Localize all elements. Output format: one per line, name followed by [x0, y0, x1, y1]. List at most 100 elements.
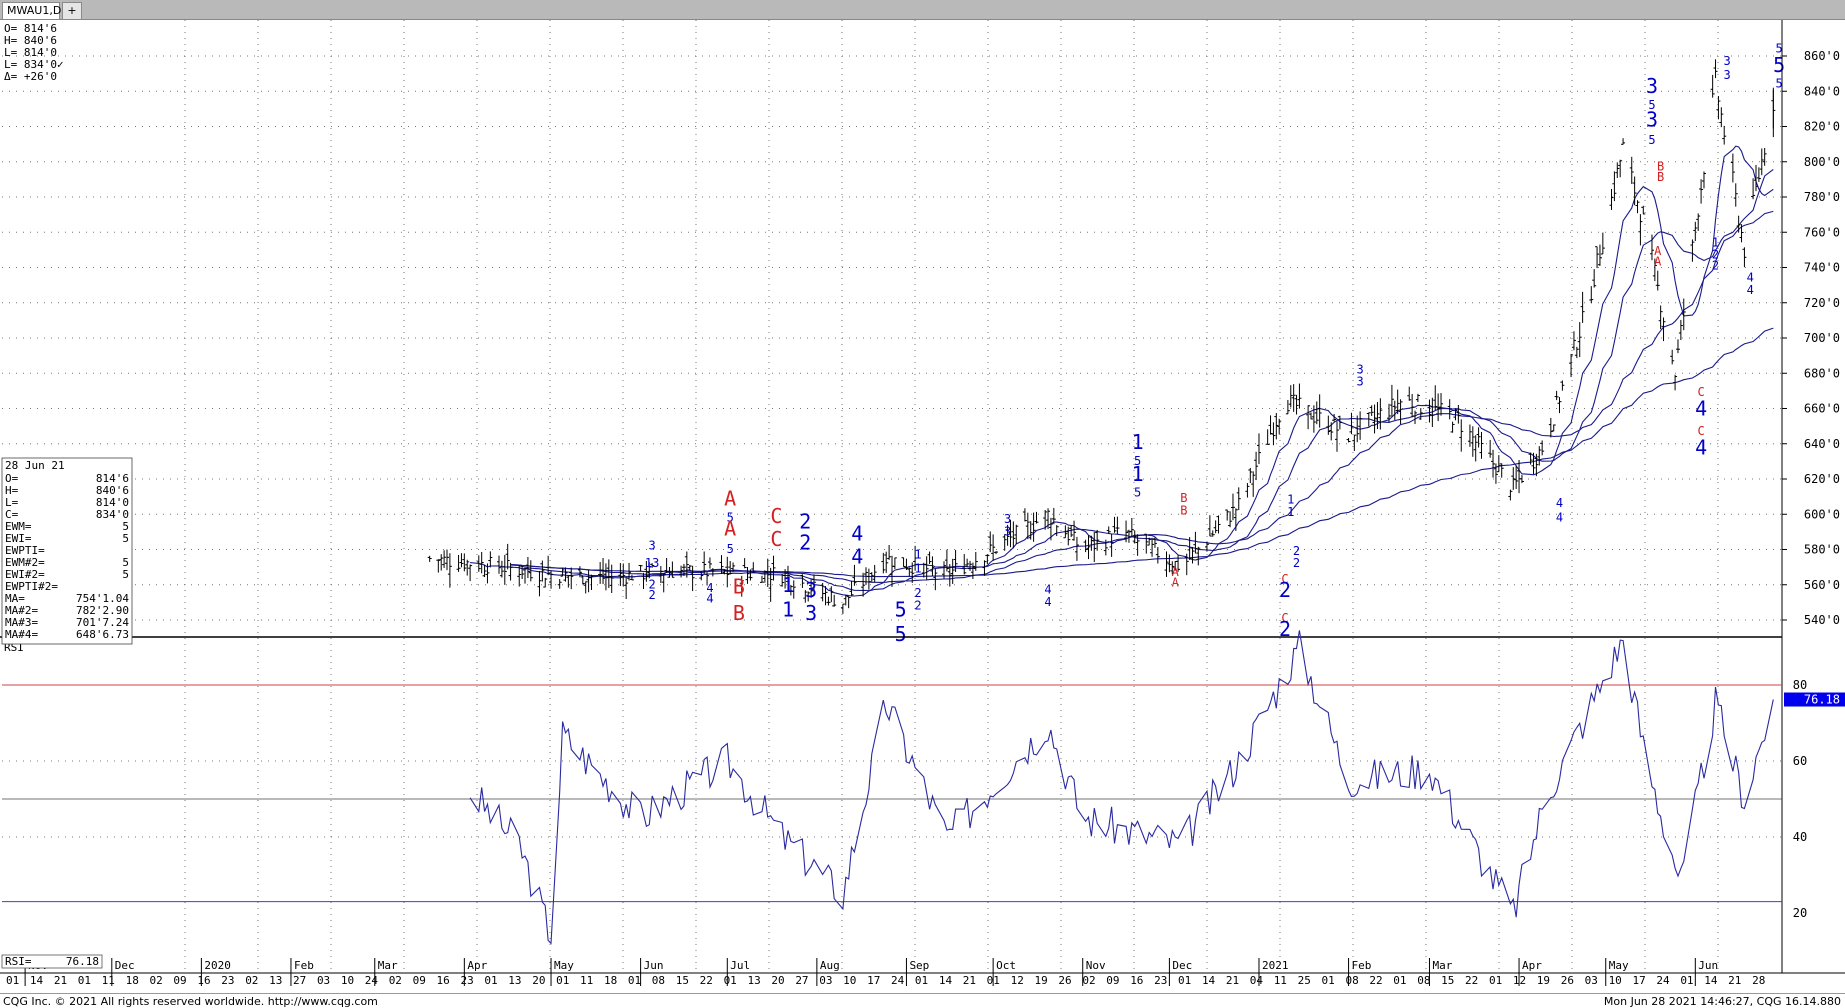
day-label: 02: [389, 974, 402, 987]
info-box-value: 834'0: [96, 508, 129, 521]
day-label: 09: [1106, 974, 1119, 987]
add-tab-button[interactable]: +: [62, 2, 82, 19]
day-label: 01: [987, 974, 1000, 987]
month-label: May: [554, 959, 574, 972]
wave-label: 3: [805, 578, 817, 602]
price-tick-label: 820'0: [1804, 120, 1840, 134]
day-label: 23: [1154, 974, 1167, 987]
info-box-label: EWM=: [5, 520, 32, 533]
info-box-value: 754'1.04: [76, 592, 129, 605]
wave-label: B: [1657, 160, 1664, 174]
wave-label: 3: [1004, 512, 1011, 526]
day-label: 09: [173, 974, 186, 987]
day-label: 01: [628, 974, 641, 987]
wave-label: 3: [1723, 54, 1730, 68]
day-label: 21: [963, 974, 976, 987]
day-label: 24: [1656, 974, 1670, 987]
day-label: 16: [1130, 974, 1143, 987]
wave-label: 4: [1747, 283, 1754, 297]
info-box-label: MA#2=: [5, 604, 38, 617]
day-label: 08: [652, 974, 665, 987]
ohlc-header-line: L= 814'0: [4, 46, 57, 59]
month-label: May: [1609, 959, 1629, 972]
month-label: Jun: [1698, 959, 1718, 972]
month-label: Dec: [1172, 959, 1192, 972]
price-tick-label: 860'0: [1804, 49, 1840, 63]
day-label: 11: [580, 974, 593, 987]
day-label: 21: [1226, 974, 1239, 987]
month-label: Oct: [996, 959, 1016, 972]
wave-label: C: [1697, 385, 1704, 399]
month-label: Mar: [378, 959, 398, 972]
day-label: 19: [1537, 974, 1550, 987]
wave-label: 5: [1134, 454, 1141, 468]
ohlc-header-line: L= 834'0✓: [4, 58, 64, 71]
rsi-tick-label: 40: [1793, 830, 1807, 844]
price-tick-label: 620'0: [1804, 472, 1840, 486]
price-tick-label: 800'0: [1804, 155, 1840, 169]
info-box-value: 5: [122, 568, 129, 581]
day-label: 20: [771, 974, 784, 987]
day-label: 12: [1513, 974, 1526, 987]
price-tick-label: 560'0: [1804, 578, 1840, 592]
day-label: 02: [1082, 974, 1095, 987]
price-tick-label: 640'0: [1804, 437, 1840, 451]
rsi-tick-label: 80: [1793, 678, 1807, 692]
month-label: Dec: [115, 959, 135, 972]
month-label: Jun: [644, 959, 664, 972]
price-tick-label: 660'0: [1804, 402, 1840, 416]
wave-label: A: [724, 516, 736, 540]
wave-label: 2: [1293, 544, 1300, 558]
day-label: 01: [724, 974, 737, 987]
day-label: 03: [317, 974, 330, 987]
wave-label: 5: [1775, 41, 1782, 55]
wave-label: 4: [706, 581, 713, 595]
day-label: 27: [795, 974, 808, 987]
info-box-frame: [1, 457, 133, 645]
wave-label: 1: [782, 573, 794, 597]
month-label: Aug: [820, 959, 840, 972]
wave-label: C: [1281, 572, 1288, 586]
footer: CQG Inc. © 2021 All rights reserved worl…: [0, 993, 1845, 1008]
wave-label: 1: [1132, 430, 1144, 454]
month-label: Mar: [1432, 959, 1452, 972]
tab-bar: MWAU1,D +: [0, 0, 1845, 20]
day-label: 17: [1632, 974, 1645, 987]
day-label: 08: [1417, 974, 1430, 987]
day-label: 03: [1585, 974, 1598, 987]
month-label: Feb: [294, 959, 314, 972]
day-label: 22: [700, 974, 713, 987]
wave-label: 1: [1712, 235, 1719, 249]
wave-label: 5: [895, 597, 907, 621]
rsi-bottom-value: 76.18: [66, 955, 99, 968]
day-label: 26: [1058, 974, 1071, 987]
wave-label: 1: [914, 547, 921, 561]
info-box-label: H=: [5, 484, 19, 497]
day-label: 15: [676, 974, 689, 987]
day-label: 16: [197, 974, 210, 987]
wave-label: 3: [1356, 375, 1363, 389]
day-label: 04: [1250, 974, 1264, 987]
wave-label: C: [1697, 424, 1704, 438]
info-box-value: 5: [122, 556, 129, 569]
day-label: 17: [867, 974, 880, 987]
day-label: 13: [747, 974, 760, 987]
wave-label: B: [1180, 491, 1187, 505]
price-tick-label: 600'0: [1804, 507, 1840, 521]
wave-label: 4: [1044, 595, 1051, 609]
wave-label: C: [770, 527, 782, 551]
price-tick-label: 740'0: [1804, 261, 1840, 275]
tab-mwau1[interactable]: MWAU1,D: [2, 2, 61, 19]
price-tick-label: 700'0: [1804, 331, 1840, 345]
day-label: 23: [221, 974, 234, 987]
wave-label: 5: [727, 510, 734, 524]
info-box-label: MA#4=: [5, 628, 38, 641]
day-label: 10: [1609, 974, 1622, 987]
day-label: 14: [30, 974, 44, 987]
ohlc-header-line: Δ= +26'0: [4, 70, 57, 83]
rsi-value-text: 76.18: [1804, 693, 1840, 707]
day-label: 12: [1011, 974, 1024, 987]
month-label: Nov: [1086, 959, 1106, 972]
wave-label: 4: [1556, 496, 1563, 510]
